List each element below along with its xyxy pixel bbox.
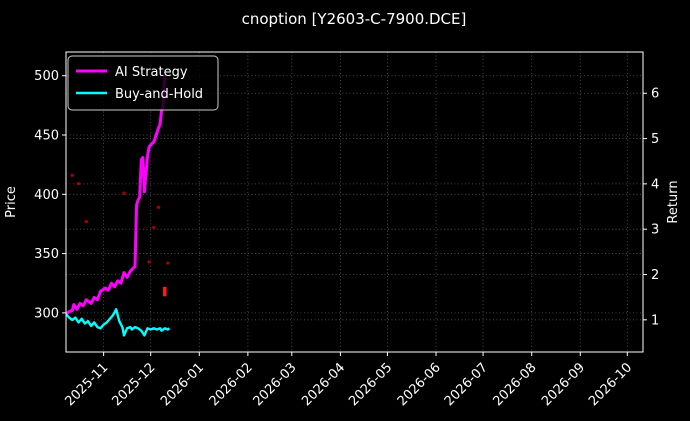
- return-tick-label: 3: [651, 223, 659, 238]
- plot-border: [65, 51, 644, 353]
- chart-title: cnoption [Y2603-C-7900.DCE]: [242, 10, 467, 28]
- return-tick-label: 5: [651, 132, 659, 147]
- x-tick-label: 2026-07: [442, 360, 491, 409]
- x-tick-label: 2026-05: [346, 360, 395, 409]
- price-tick-label: 500: [34, 69, 59, 84]
- trade-markers-point: [156, 205, 161, 209]
- trade-markers-point: [84, 219, 88, 224]
- return-tick-label: 6: [651, 87, 659, 102]
- trade-markers-point: [152, 225, 156, 230]
- x-tick-label: 2026-03: [251, 360, 300, 409]
- x-tick-label: 2026-01: [158, 360, 207, 409]
- trade-markers-point: [76, 182, 81, 186]
- return-axis-label: Return: [666, 180, 681, 223]
- price-tick-label: 400: [34, 188, 59, 203]
- price-tick-label: 350: [34, 247, 59, 262]
- trade-markers-point: [147, 260, 151, 264]
- price-axis-label: Price: [4, 186, 19, 218]
- buy-and-hold-line: [66, 308, 171, 337]
- x-tick-label: 2025-11: [62, 360, 111, 409]
- return-tick-label: 1: [651, 313, 659, 328]
- x-tick-label: 2026-08: [490, 360, 539, 409]
- x-tick-label: 2026-04: [299, 360, 348, 409]
- return-axis-ticks: 1 2 3 4 5 6: [643, 87, 659, 328]
- x-tick-label: 2026-09: [539, 360, 588, 409]
- x-tick-label: 2025-12: [109, 360, 158, 409]
- price-tick-label: 300: [34, 306, 59, 321]
- return-tick-label: 4: [651, 177, 659, 192]
- buy-and-hold-legend-label: Buy-and-Hold: [115, 87, 203, 102]
- x-tick-label: 2026-06: [395, 360, 444, 409]
- trade-markers-point: [70, 173, 74, 177]
- x-tick-label: 2026-10: [586, 360, 635, 409]
- data-series: [66, 74, 171, 337]
- price-axis-ticks: 300 350 400 450 500: [34, 69, 66, 321]
- x-tick-label: 2026-02: [207, 360, 256, 409]
- ai-strategy-line: [66, 74, 167, 316]
- return-tick-label: 2: [651, 268, 659, 283]
- trade-markers-point: [166, 261, 170, 265]
- price-tick-label: 450: [34, 129, 59, 144]
- ai-strategy-legend-label: AI Strategy: [115, 65, 188, 80]
- trade-markers-point: [122, 191, 126, 195]
- legend-box: AI Strategy Buy-and-Hold: [67, 55, 219, 111]
